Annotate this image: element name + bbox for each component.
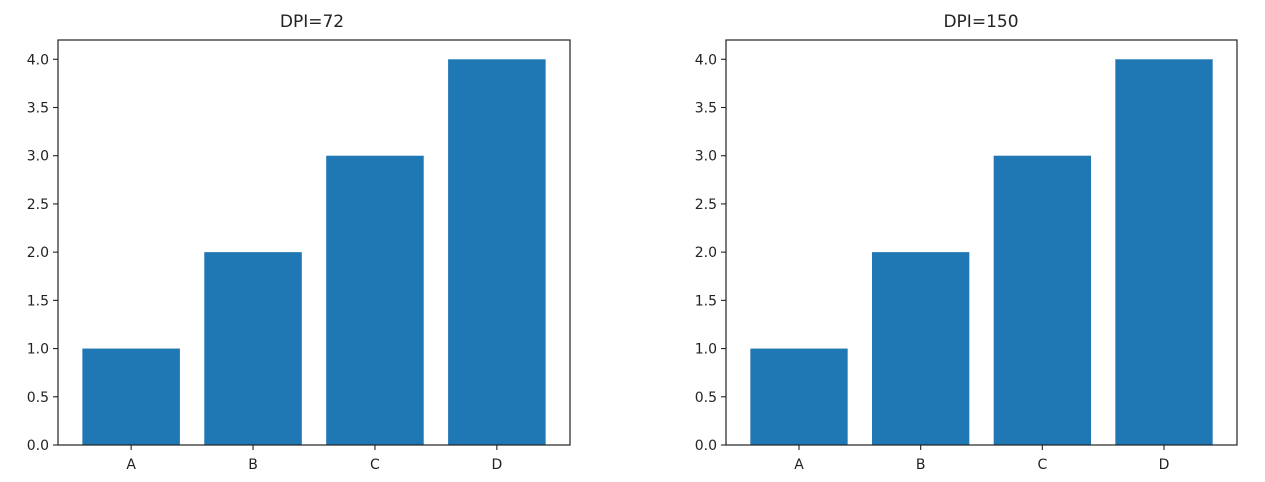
x-tick-label: C — [370, 457, 380, 473]
bar-b — [872, 252, 970, 445]
bar-d — [448, 59, 546, 446]
x-tick-label: D — [491, 457, 502, 473]
y-axis: 0.0 0.5 1.0 1.5 2.0 2.5 3.0 3.5 4.0 — [695, 52, 726, 454]
y-tick-label: 2.5 — [695, 197, 717, 213]
x-tick-label: A — [126, 457, 136, 473]
y-tick-label: 2.0 — [695, 245, 717, 261]
chart-dpi-72: DPI=72 A B C D 0.0 0.5 1.0 1.5 2.0 2.5 3.0 3.5 4.0 — [27, 12, 571, 473]
y-tick-label: 1.0 — [695, 342, 717, 358]
x-tick-label: C — [1037, 457, 1047, 473]
x-axis: A B C D — [794, 445, 1169, 473]
y-tick-label: 3.0 — [27, 149, 49, 165]
bar-d — [1115, 59, 1213, 446]
bars — [750, 59, 1213, 446]
y-tick-label: 2.0 — [27, 245, 49, 261]
bar-c — [326, 155, 424, 445]
bar-c — [993, 155, 1091, 445]
y-tick-label: 3.5 — [27, 101, 49, 117]
y-axis: 0.0 0.5 1.0 1.5 2.0 2.5 3.0 3.5 4.0 — [27, 52, 58, 454]
y-tick-label: 4.0 — [27, 52, 49, 68]
bars — [82, 59, 546, 446]
y-tick-label: 1.5 — [27, 293, 49, 309]
x-axis: A B C D — [126, 445, 502, 473]
y-tick-label: 1.0 — [27, 342, 49, 358]
chart-title: DPI=150 — [943, 12, 1018, 32]
axes-frame — [57, 39, 571, 446]
y-tick-label: 3.0 — [695, 149, 717, 165]
axes-frame — [725, 39, 1238, 446]
y-tick-label: 0.5 — [27, 390, 49, 406]
x-tick-label: B — [248, 457, 258, 473]
bar-b — [204, 252, 302, 445]
bar-a — [82, 348, 180, 445]
y-tick-label: 0.0 — [27, 438, 49, 454]
y-tick-label: 4.0 — [695, 52, 717, 68]
y-tick-label: 3.5 — [695, 101, 717, 117]
chart-title: DPI=72 — [280, 12, 344, 32]
x-tick-label: D — [1159, 457, 1170, 473]
y-tick-label: 1.5 — [695, 293, 717, 309]
x-tick-label: B — [916, 457, 926, 473]
chart-dpi-150: DPI=150 A B C D 0.0 0.5 1.0 1.5 2.0 2.5 3.0 3.5 4.0 — [695, 12, 1238, 473]
y-tick-label: 0.0 — [695, 438, 717, 454]
x-tick-label: A — [794, 457, 804, 473]
y-tick-label: 0.5 — [695, 390, 717, 406]
bar-a — [750, 348, 848, 445]
y-tick-label: 2.5 — [27, 197, 49, 213]
